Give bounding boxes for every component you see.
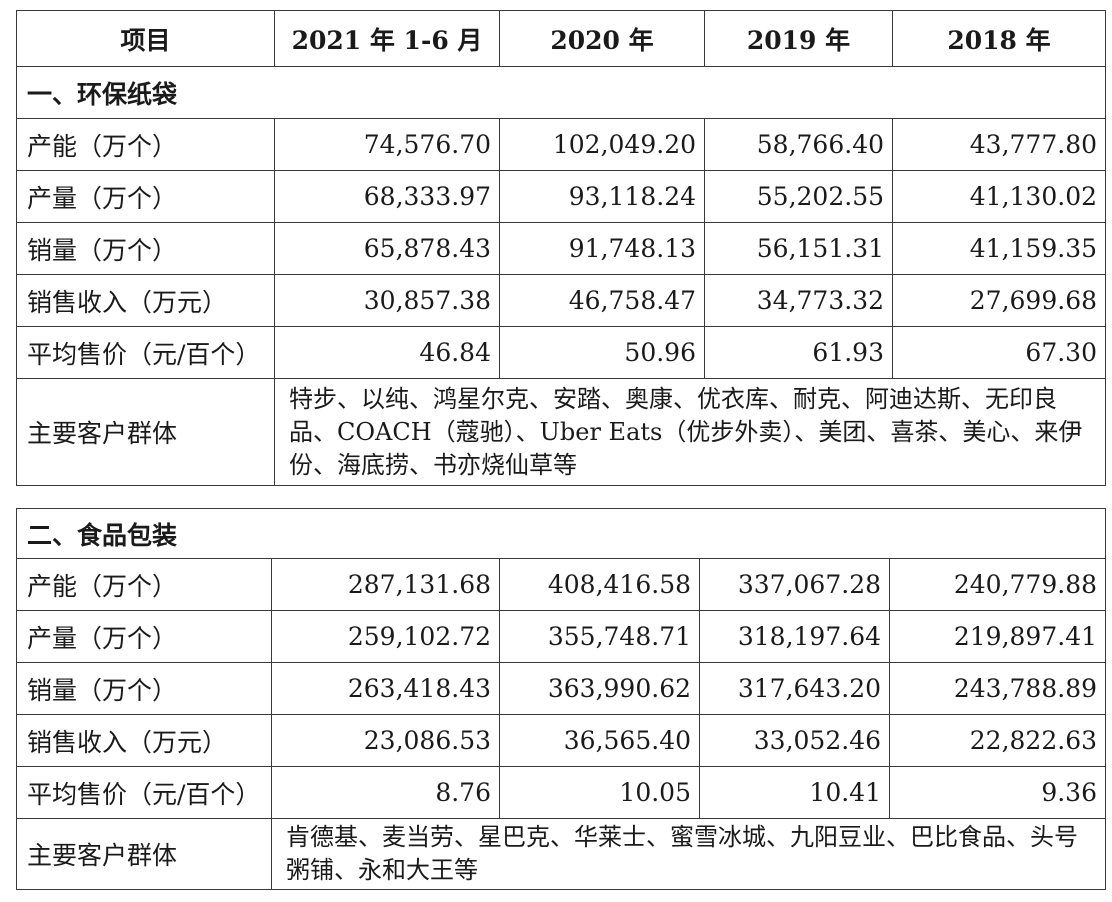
table-row: 平均售价（元/百个） 8.76 10.05 10.41 9.36	[16, 766, 1106, 819]
table-row: 平均售价（元/百个） 46.84 50.96 61.93 67.30	[16, 326, 1106, 379]
cell-value: 58,766.40	[704, 118, 893, 171]
clients-list: 肯德基、麦当劳、星巴克、华莱士、蜜雪冰城、九阳豆业、巴比食品、头号粥铺、永和大王…	[271, 818, 1106, 890]
cell-value: 91,748.13	[499, 222, 705, 275]
table-row: 产能（万个） 74,576.70 102,049.20 58,766.40 43…	[16, 118, 1106, 171]
clients-row: 主要客户群体 特步、以纯、鸿星尔克、安踏、奥康、优衣库、耐克、阿迪达斯、无印良品…	[16, 378, 1106, 486]
section-row: 二、食品包装	[16, 508, 1106, 559]
section-row: 一、环保纸袋	[16, 66, 1106, 119]
header-item: 项目	[16, 10, 275, 67]
header-period-2020: 2020 年	[499, 10, 705, 67]
cell-value: 219,897.41	[889, 610, 1106, 663]
cell-value: 10.41	[699, 766, 890, 819]
clients-list: 特步、以纯、鸿星尔克、安踏、奥康、优衣库、耐克、阿迪达斯、无印良品、COACH（…	[274, 378, 1106, 486]
table-row: 销量（万个） 65,878.43 91,748.13 56,151.31 41,…	[16, 222, 1106, 275]
cell-value: 317,643.20	[699, 662, 890, 715]
section-title: 二、食品包装	[16, 508, 1106, 559]
cell-value: 10.05	[499, 766, 700, 819]
cell-value: 355,748.71	[499, 610, 700, 663]
header-period-2018: 2018 年	[892, 10, 1106, 67]
cell-value: 65,878.43	[274, 222, 500, 275]
cell-value: 8.76	[271, 766, 500, 819]
table-row: 销量（万个） 263,418.43 363,990.62 317,643.20 …	[16, 662, 1106, 715]
header-period-2019: 2019 年	[704, 10, 893, 67]
cell-value: 259,102.72	[271, 610, 500, 663]
header-period-2021h1: 2021 年 1-6 月	[274, 10, 500, 67]
cell-value: 68,333.97	[274, 170, 500, 223]
cell-value: 240,779.88	[889, 558, 1106, 611]
cell-value: 46,758.47	[499, 274, 705, 327]
cell-value: 55,202.55	[704, 170, 893, 223]
cell-value: 41,159.35	[892, 222, 1106, 275]
row-label: 产能（万个）	[16, 118, 275, 171]
row-label: 平均售价（元/百个）	[16, 326, 275, 379]
row-label: 平均售价（元/百个）	[16, 766, 272, 819]
clients-label: 主要客户群体	[16, 378, 275, 486]
cell-value: 263,418.43	[271, 662, 500, 715]
cell-value: 408,416.58	[499, 558, 700, 611]
row-label: 产量（万个）	[16, 610, 272, 663]
table-row: 销售收入（万元） 23,086.53 36,565.40 33,052.46 2…	[16, 714, 1106, 767]
cell-value: 30,857.38	[274, 274, 500, 327]
cell-value: 56,151.31	[704, 222, 893, 275]
row-label: 销售收入（万元）	[16, 274, 275, 327]
cell-value: 46.84	[274, 326, 500, 379]
row-label: 销量（万个）	[16, 662, 272, 715]
cell-value: 243,788.89	[889, 662, 1106, 715]
cell-value: 43,777.80	[892, 118, 1106, 171]
cell-value: 363,990.62	[499, 662, 700, 715]
cell-value: 318,197.64	[699, 610, 890, 663]
cell-value: 337,067.28	[699, 558, 890, 611]
row-label: 销售收入（万元）	[16, 714, 272, 767]
cell-value: 23,086.53	[271, 714, 500, 767]
eco-paper-bag-table: 项目 2021 年 1-6 月 2020 年 2019 年 2018 年 一、环…	[16, 10, 1106, 486]
cell-value: 41,130.02	[892, 170, 1106, 223]
section-title: 一、环保纸袋	[16, 66, 1106, 119]
cell-value: 67.30	[892, 326, 1106, 379]
row-label: 销量（万个）	[16, 222, 275, 275]
cell-value: 9.36	[889, 766, 1106, 819]
table-row: 销售收入（万元） 30,857.38 46,758.47 34,773.32 2…	[16, 274, 1106, 327]
table-row: 产量（万个） 68,333.97 93,118.24 55,202.55 41,…	[16, 170, 1106, 223]
cell-value: 61.93	[704, 326, 893, 379]
clients-label: 主要客户群体	[16, 818, 272, 890]
clients-row: 主要客户群体 肯德基、麦当劳、星巴克、华莱士、蜜雪冰城、九阳豆业、巴比食品、头号…	[16, 818, 1106, 890]
cell-value: 50.96	[499, 326, 705, 379]
cell-value: 22,822.63	[889, 714, 1106, 767]
food-packaging-table: 二、食品包装 产能（万个） 287,131.68 408,416.58 337,…	[16, 508, 1106, 890]
cell-value: 27,699.68	[892, 274, 1106, 327]
table-row: 产量（万个） 259,102.72 355,748.71 318,197.64 …	[16, 610, 1106, 663]
cell-value: 33,052.46	[699, 714, 890, 767]
cell-value: 287,131.68	[271, 558, 500, 611]
row-label: 产能（万个）	[16, 558, 272, 611]
cell-value: 102,049.20	[499, 118, 705, 171]
row-label: 产量（万个）	[16, 170, 275, 223]
cell-value: 34,773.32	[704, 274, 893, 327]
cell-value: 36,565.40	[499, 714, 700, 767]
cell-value: 93,118.24	[499, 170, 705, 223]
table-row: 产能（万个） 287,131.68 408,416.58 337,067.28 …	[16, 558, 1106, 611]
table-header-row: 项目 2021 年 1-6 月 2020 年 2019 年 2018 年	[16, 10, 1106, 67]
cell-value: 74,576.70	[274, 118, 500, 171]
